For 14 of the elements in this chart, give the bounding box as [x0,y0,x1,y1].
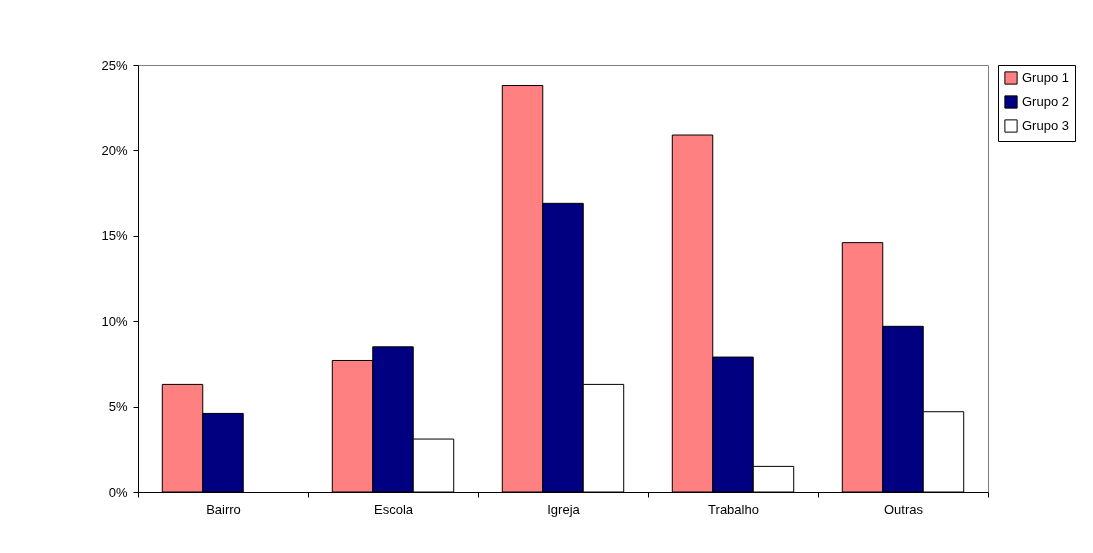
y-tick-label: 5% [108,399,128,415]
legend-label: Grupo 3 [1022,118,1069,133]
x-tick-label: Escola [373,501,414,517]
y-tick-label: 15% [101,228,128,244]
x-tick-label: Outras [883,501,924,517]
y-tick-label: 0% [108,484,128,500]
legend-label: Grupo 2 [1022,94,1069,109]
y-tick-label: 10% [101,313,128,329]
legend-label: Grupo 1 [1022,70,1069,85]
x-tick-label: Bairro [206,501,241,517]
x-tick-label: Trabalho [708,501,759,517]
x-tick-label: Igreja [547,501,581,517]
y-tick-label: 25% [101,57,128,73]
y-tick-label: 20% [101,142,128,158]
